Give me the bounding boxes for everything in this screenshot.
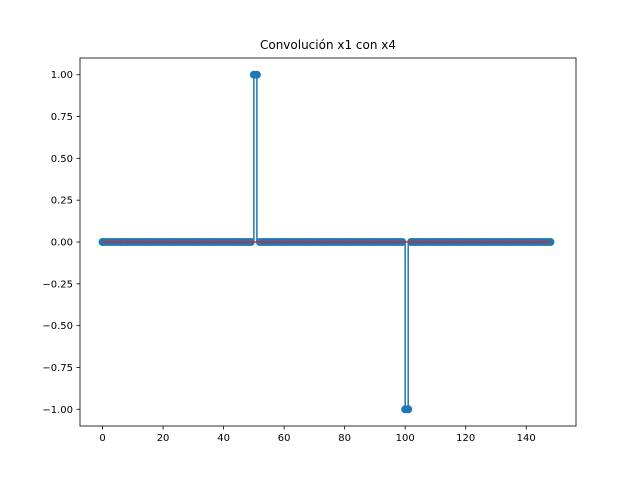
stem-marker: [252, 70, 261, 79]
y-tick-label: −1.00: [42, 405, 73, 416]
axes: 0 20 40 60 80 100 120 140 −1.00 −0.75 −0.50 −0.25 0.…: [42, 57, 577, 444]
x-tick-label: 80: [338, 433, 351, 444]
chart-title: Convolución x1 con x4: [260, 38, 396, 52]
y-tick-label: 0.00: [51, 238, 73, 249]
y-tick-label: 0.75: [51, 112, 73, 123]
y-tick-label: −0.75: [42, 363, 73, 374]
x-tick-label: 140: [517, 433, 536, 444]
x-tick-label: 20: [157, 433, 170, 444]
stem-marker: [404, 405, 413, 414]
x-tick-label: 120: [456, 433, 475, 444]
y-tick-label: 0.50: [51, 154, 73, 165]
x-tick-label: 100: [396, 433, 415, 444]
y-tick-label: −0.25: [42, 279, 73, 290]
x-tick-label: 40: [217, 433, 230, 444]
y-tick-label: 1.00: [51, 70, 73, 81]
plot-area: [98, 70, 555, 414]
x-tick-label: 60: [278, 433, 291, 444]
y-tick-label: −0.50: [42, 321, 73, 332]
x-tick-label: 0: [99, 433, 105, 444]
y-tick-label: 0.25: [51, 196, 73, 207]
